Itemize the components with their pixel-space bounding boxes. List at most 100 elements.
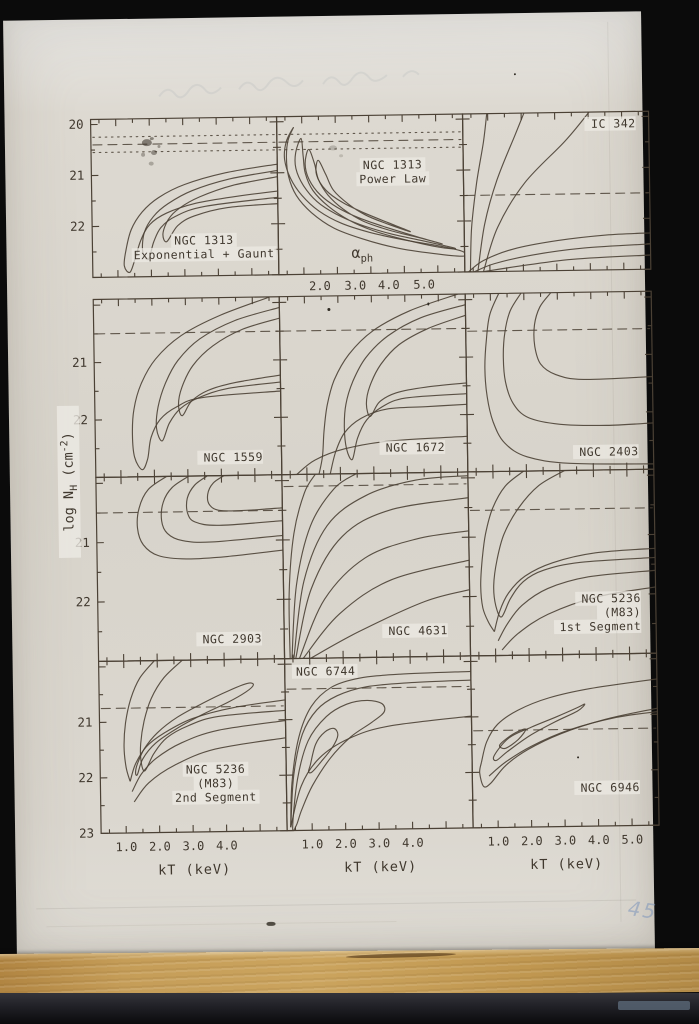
dashed-guide-line <box>283 483 467 488</box>
contour-path <box>302 559 470 659</box>
tick-marks <box>465 291 654 473</box>
panel-title: NGC 1559 <box>203 450 263 465</box>
contour-path <box>155 306 281 442</box>
panel-ngc-1559: NGC 1559 <box>92 296 283 479</box>
panel-ngc-5236-m83-1st-segment: NGC 5236(M83)1st Segment <box>467 468 658 657</box>
x-axis-labels: 1.0 2.0 3.0 4.0 kT (keV) 1.0 2.0 3.0 4.0 kT (keV)… <box>116 832 644 878</box>
contour-path <box>290 679 471 828</box>
x-axis-title: kT (keV) <box>158 861 231 878</box>
stain-blot <box>151 150 158 156</box>
y-tick-label: 23 <box>79 826 94 841</box>
contour-path <box>483 254 651 272</box>
contour-path <box>160 475 283 543</box>
contour-path <box>480 470 524 632</box>
panel-ic-342: IC 342 <box>461 110 652 273</box>
contour-path <box>298 530 469 659</box>
y-tick-label: 21 <box>77 715 92 730</box>
contour-group <box>123 659 286 803</box>
panel-title: NGC 2403 <box>579 444 639 459</box>
alpha-tick-label: 3.0 <box>344 278 366 292</box>
label-backdrop <box>574 780 641 795</box>
panel-title: NGC 1313 <box>363 157 423 172</box>
stain-blot <box>328 145 337 151</box>
paper-smudge <box>266 921 276 926</box>
panel-border <box>275 113 466 276</box>
panel-label: NGC 1559 <box>197 449 264 465</box>
contour-path <box>131 720 286 792</box>
label-backdrop <box>553 618 642 635</box>
label-backdrop <box>379 439 446 455</box>
alpha-tick-label: 2.0 <box>309 279 331 293</box>
contour-path <box>133 737 286 803</box>
x-axis-title: kT (keV) <box>530 856 603 873</box>
contour-group <box>136 475 284 560</box>
contour-group <box>131 296 281 471</box>
contour-path <box>185 475 283 526</box>
contour-path <box>206 475 283 512</box>
panel-title: NGC 1672 <box>386 440 446 455</box>
panel-title: NGC 5236 <box>186 762 246 777</box>
label-backdrop <box>193 775 238 791</box>
contour-path <box>329 403 467 475</box>
panel-title: NGC 1313 <box>174 233 234 248</box>
panel-title: Exponential + Gaunt <box>134 246 275 262</box>
contour-path <box>468 232 651 272</box>
x-tick-label: 2.0 <box>335 837 357 851</box>
contour-path <box>295 497 469 659</box>
label-backdrop <box>584 116 636 131</box>
contour-path <box>484 293 654 465</box>
x-tick-label: 5.0 <box>621 832 643 846</box>
x-tick-label: 2.0 <box>521 834 543 848</box>
contour-path <box>290 670 471 828</box>
y-axis-title-text: log NH (cm-2) <box>59 432 80 532</box>
panel-ngc-2403: NGC 2403 <box>464 290 655 473</box>
contour-path <box>533 292 653 380</box>
y-tick-label: 22 <box>76 594 91 609</box>
panel-ngc-5236-m83-2nd-segment: NGC 5236(M83)2nd Segment <box>97 658 288 835</box>
contour-group <box>484 292 654 465</box>
label-backdrop <box>382 623 448 639</box>
contour-path <box>493 470 656 618</box>
alpha-axis-label: αph <box>351 244 373 265</box>
panel-border <box>97 658 288 835</box>
label-backdrop <box>197 449 264 465</box>
contour-path <box>502 292 654 427</box>
contour-path <box>288 473 316 659</box>
label-backdrop <box>356 171 430 187</box>
x-tick-label: 1.0 <box>487 834 509 848</box>
label-backdrop <box>196 631 263 647</box>
contour-path <box>365 314 467 417</box>
x-axis-title: kT (keV) <box>344 859 417 876</box>
dashed-guide-line <box>465 192 649 197</box>
panel-label: NGC 2403 <box>572 444 639 460</box>
contour-path <box>177 317 281 417</box>
x-tick-label: 4.0 <box>402 836 424 850</box>
tick-marks <box>470 653 660 829</box>
panel-ngc-2903: NGC 2903 <box>95 474 286 663</box>
panel-title: (M83) <box>604 605 641 620</box>
paper-speck <box>513 73 516 76</box>
stain-blot <box>141 152 146 157</box>
contour-path <box>290 715 472 828</box>
label-backdrop <box>172 789 260 805</box>
panel-label: NGC 2903 <box>196 631 263 647</box>
y-tick-label: 21 <box>69 168 84 183</box>
x-tick-label: 3.0 <box>368 836 390 850</box>
panel-ngc-6946: NGC 6946 <box>469 652 660 829</box>
contour-path <box>488 711 658 777</box>
label-backdrop <box>359 157 426 173</box>
y-tick-label: 20 <box>68 117 83 132</box>
contour-path <box>318 293 458 475</box>
dashed-guide-line <box>92 141 276 146</box>
contour-path <box>497 569 656 642</box>
contour-path <box>482 111 590 272</box>
label-backdrop <box>572 444 639 460</box>
dashed-guide-line <box>286 685 470 690</box>
panel-title: 1st Segment <box>559 619 641 634</box>
panel-title: NGC 5236 <box>581 591 641 606</box>
contour-path <box>291 473 357 659</box>
strip-scratch <box>345 952 456 959</box>
